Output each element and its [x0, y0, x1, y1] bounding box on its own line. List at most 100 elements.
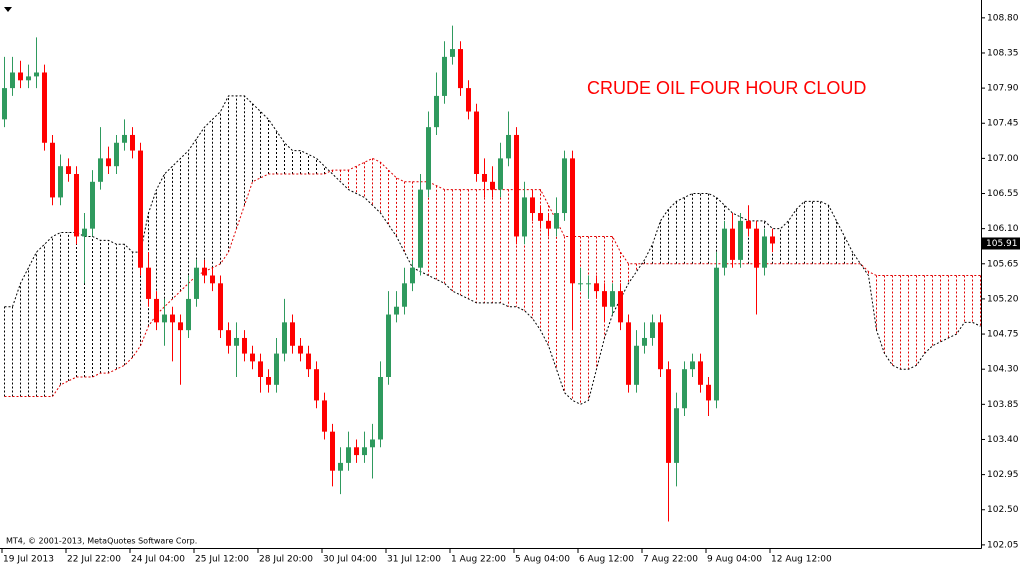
candle-body	[722, 228, 727, 268]
candle-body	[314, 369, 319, 401]
y-tick-label: 106.55	[987, 189, 1019, 199]
price-box	[982, 237, 1020, 250]
candle-body	[714, 267, 719, 401]
candle-body	[234, 337, 239, 346]
candle-body	[754, 228, 759, 268]
candle-body	[386, 314, 391, 378]
candle-body	[50, 142, 55, 198]
candle-body	[170, 314, 175, 323]
candle-body	[410, 267, 415, 284]
y-tick-label: 102.05	[987, 540, 1019, 550]
candle-body	[258, 361, 263, 378]
candle-body	[226, 330, 231, 346]
candle-body	[562, 158, 567, 214]
candle-body	[610, 291, 615, 307]
candle-body	[122, 134, 127, 143]
candle-body	[730, 228, 735, 260]
candle-body	[346, 447, 351, 463]
candle-body	[538, 213, 543, 221]
candle-body	[482, 173, 487, 182]
candle-body	[490, 181, 495, 190]
candle-body	[394, 306, 399, 315]
x-tick-label: 12 Aug 12:00	[771, 555, 832, 565]
menu-triangle[interactable]	[4, 7, 12, 12]
candle-body	[618, 291, 623, 323]
price-label: 105.91	[986, 239, 1018, 249]
candle-body	[698, 361, 703, 385]
candle-body	[330, 431, 335, 471]
candle-body	[306, 353, 311, 370]
candle-body	[202, 267, 207, 276]
candle-body	[506, 134, 511, 159]
candle-body	[82, 228, 87, 237]
cloud-span-b	[4, 95, 981, 405]
candle-body	[34, 72, 39, 77]
y-tick-label: 103.85	[987, 400, 1019, 410]
candle-body	[578, 283, 583, 285]
candle-body	[458, 49, 463, 89]
y-tick-label: 107.90	[987, 84, 1019, 94]
candle-body	[154, 298, 159, 323]
x-tick-label: 7 Aug 22:00	[643, 555, 698, 565]
candle-body	[706, 384, 711, 401]
candle-body	[442, 56, 447, 96]
x-tick-label: 24 Jul 04:00	[131, 555, 185, 565]
candle-body	[274, 353, 279, 385]
candle-body	[362, 447, 367, 456]
candle-body	[66, 166, 71, 174]
candle-body	[2, 88, 7, 120]
candle-body	[242, 337, 247, 354]
candle-body	[90, 181, 95, 229]
candle-body	[218, 283, 223, 331]
candle-body	[522, 197, 527, 237]
candle-body	[354, 447, 359, 456]
candle-body	[130, 134, 135, 151]
candle-body	[514, 134, 519, 237]
x-tick-label: 22 Jul 22:00	[67, 555, 121, 565]
candle-body	[370, 439, 375, 448]
candle-body	[162, 314, 167, 323]
candle-body	[194, 267, 199, 299]
y-tick-label: 108.35	[987, 48, 1019, 58]
candle-body	[10, 72, 15, 89]
candle-body	[586, 283, 591, 285]
candle-body	[466, 88, 471, 112]
candle-body	[546, 220, 551, 229]
candle-body	[378, 377, 383, 440]
candle-body	[674, 408, 679, 463]
candles	[2, 25, 775, 522]
footer: MT4, © 2001-2013, MetaQuotes Software Co…	[6, 537, 197, 546]
annotation: CRUDE OIL FOUR HOUR CLOUD	[587, 78, 866, 98]
y-tick-label: 104.30	[987, 365, 1019, 375]
y-tick-label: 108.80	[987, 13, 1019, 23]
candle-body	[634, 345, 639, 385]
candle-body	[474, 111, 479, 174]
axes: 108.80 108.35 107.90 107.45 107.00 106.55 106.…	[1, 13, 1020, 565]
candle-body	[18, 72, 23, 81]
candle-body	[762, 236, 767, 268]
x-tick-label: 9 Aug 04:00	[707, 555, 762, 565]
candle-body	[570, 158, 575, 284]
candle-body	[418, 189, 423, 268]
candle-body	[338, 462, 343, 471]
y-tick-label: 106.10	[987, 224, 1019, 234]
candle-body	[738, 220, 743, 260]
y-tick-label: 102.95	[987, 470, 1019, 480]
x-tick-label: 1 Aug 22:00	[451, 555, 506, 565]
candle-body	[26, 76, 31, 81]
candle-body	[450, 49, 455, 57]
candle-body	[658, 322, 663, 370]
candle-body	[266, 377, 271, 385]
candle-body	[426, 127, 431, 190]
candle-body	[650, 322, 655, 338]
y-tick-label: 102.50	[987, 505, 1019, 515]
y-tick-label: 105.20	[987, 294, 1019, 304]
candle-body	[138, 150, 143, 268]
candle-body	[434, 95, 439, 128]
x-tick-label: 19 Jul 2013	[3, 555, 54, 565]
candle-body	[746, 220, 751, 229]
candle-body	[282, 322, 287, 354]
y-tick-label: 105.65	[987, 259, 1019, 269]
